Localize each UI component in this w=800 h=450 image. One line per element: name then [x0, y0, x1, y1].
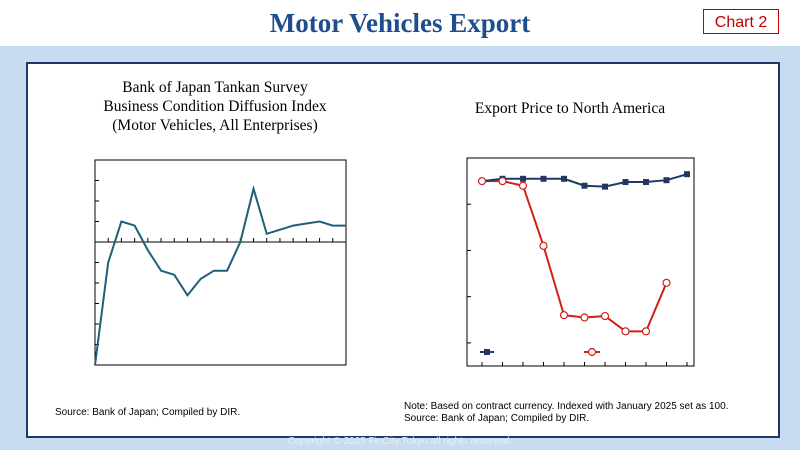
right-chart-marks [477, 171, 690, 336]
red-series-point [580, 313, 589, 322]
red-series-point [600, 311, 610, 321]
navy-series-point [602, 183, 608, 190]
left-plot-frame [94, 159, 347, 366]
left-tick-marks [94, 159, 347, 366]
navy-series-point [643, 179, 649, 186]
left-chart [94, 159, 347, 366]
navy-series-point [540, 175, 547, 182]
red-series-point [662, 278, 671, 287]
right-source-note: Source: Bank of Japan; Compiled by DIR. [404, 413, 590, 424]
right-plot-frame [466, 157, 695, 367]
left-source-note: Source: Bank of Japan; Compiled by DIR. [55, 407, 241, 418]
red-series-point [539, 241, 548, 250]
navy-series-point [561, 175, 567, 182]
right-footnote: Note: Based on contract currency. Indexe… [404, 401, 729, 412]
right-tick-marks [467, 203, 688, 366]
navy-series-point [684, 171, 690, 178]
right-legend [480, 347, 600, 357]
left-chart-title-line-2: Business Condition Diffusion Index [103, 98, 327, 115]
right-chart-title: Export Price to North America [474, 100, 666, 117]
red-series-point [641, 327, 651, 336]
navy-series-point [520, 175, 526, 182]
left-chart-title-line-1: Bank of Japan Tankan Survey [122, 79, 308, 96]
left-chart-marks [94, 184, 346, 366]
left-chart-title-line-3: (Motor Vehicles, All Enterprises) [112, 117, 318, 134]
red-series-point [559, 311, 569, 320]
legend-navy-swatch-marker [484, 349, 490, 355]
red-series-point [477, 177, 487, 186]
navy-series-point [663, 177, 670, 184]
red-series-point [621, 327, 630, 336]
page-title: Motor Vehicles Export [269, 8, 531, 38]
left-series-line [94, 184, 346, 366]
red-series-line [482, 180, 668, 333]
chart-panel [26, 62, 780, 438]
left-chart-title: Bank of Japan Tankan Survey Business Con… [70, 78, 360, 135]
copyright-text: Copyright © 2025 FinCity.Tokyo all right… [287, 436, 513, 447]
right-chart [466, 157, 695, 367]
navy-series-point [622, 179, 629, 186]
red-series-point [518, 181, 528, 190]
navy-series-point [581, 182, 588, 189]
legend-red-swatch-marker [587, 347, 597, 357]
red-series-point [498, 177, 507, 186]
chart-number-badge: Chart 2 [703, 9, 779, 34]
